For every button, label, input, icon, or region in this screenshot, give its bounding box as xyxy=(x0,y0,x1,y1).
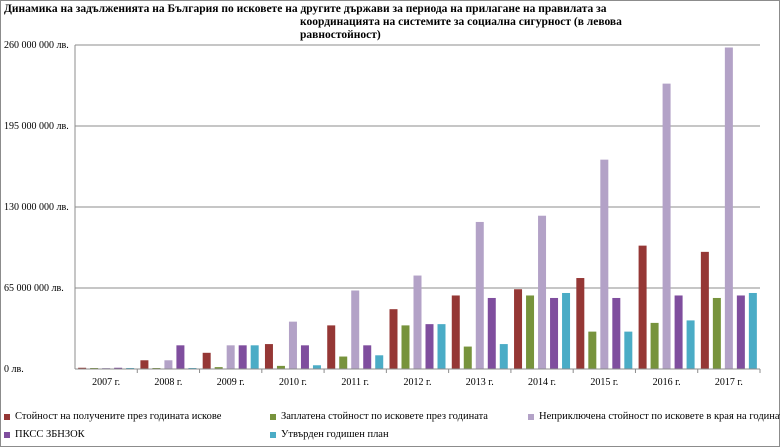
legend-label: Стойност на получените през годината иск… xyxy=(15,411,222,422)
bar xyxy=(588,331,597,369)
y-tick-label: 65 000 000 лв. xyxy=(4,283,64,294)
bar xyxy=(363,345,372,369)
bar xyxy=(638,245,647,369)
bar xyxy=(499,344,508,369)
bar xyxy=(312,365,321,369)
bar xyxy=(674,295,683,369)
y-tick-label: 195 000 000 лв. xyxy=(4,121,69,132)
legend-label: Заплатена стойност по исковете през годи… xyxy=(281,411,488,422)
legend-swatch xyxy=(270,413,276,420)
legend-item: Утвърден годишен план xyxy=(270,429,389,440)
bar xyxy=(264,344,273,369)
bar xyxy=(389,309,398,369)
x-tick-label: 2010 г. xyxy=(279,377,307,388)
x-tick-label: 2012 г. xyxy=(404,377,432,388)
bar xyxy=(140,360,149,369)
chart-title-line2: координацията на системите за социална с… xyxy=(300,16,622,41)
bar xyxy=(300,345,309,369)
tick-labels: 0 лв. 65 000 000 лв. 130 000 000 лв. 195 00… xyxy=(4,40,743,388)
x-tick-label: 2008 г. xyxy=(154,377,182,388)
legend-swatch xyxy=(528,413,534,420)
bar xyxy=(164,360,173,369)
legend-swatch xyxy=(4,413,10,420)
bar xyxy=(214,367,223,369)
x-tick-label: 2016 г. xyxy=(653,377,681,388)
legend-swatch xyxy=(270,431,276,438)
bar xyxy=(624,331,633,369)
legend-label: Неприключена стойност по исковете в края… xyxy=(539,411,780,422)
bar xyxy=(375,355,384,369)
chart-title-line1: Динамика на задълженията на България по … xyxy=(4,3,607,15)
bar xyxy=(288,321,297,369)
gridlines xyxy=(75,44,760,289)
y-tick-label: 260 000 000 лв. xyxy=(4,40,69,51)
bar xyxy=(724,47,733,369)
bar xyxy=(250,345,259,369)
bar xyxy=(686,320,695,369)
bar xyxy=(176,345,185,369)
x-tick-label: 2013 г. xyxy=(466,377,494,388)
bar xyxy=(600,159,609,369)
x-tick-label: 2007 г. xyxy=(92,377,120,388)
bar xyxy=(475,221,484,369)
bar xyxy=(712,297,721,369)
bar xyxy=(202,352,211,369)
bar xyxy=(78,367,87,369)
bar xyxy=(437,324,446,369)
bar xyxy=(451,295,460,369)
bar xyxy=(226,345,235,369)
x-tick-label: 2017 г. xyxy=(715,377,743,388)
legend-item: ПКСС ЗБНЗОК xyxy=(4,429,85,440)
bar xyxy=(114,367,123,369)
bar xyxy=(612,297,621,369)
bar xyxy=(401,325,410,369)
legend-swatch xyxy=(4,431,10,438)
bar xyxy=(425,324,434,369)
legend-item: Неприключена стойност по исковете в края… xyxy=(528,411,780,422)
bar xyxy=(748,292,757,369)
y-tick-label: 0 лв. xyxy=(4,364,24,375)
bar xyxy=(514,289,523,369)
bar xyxy=(339,356,348,369)
bar xyxy=(650,322,659,369)
chart-title: Динамика на задълженията на България по … xyxy=(4,3,704,42)
x-tick-label: 2009 г. xyxy=(217,377,245,388)
x-tick-label: 2015 г. xyxy=(590,377,618,388)
bar xyxy=(700,251,709,369)
bar xyxy=(736,295,745,369)
bar xyxy=(576,278,585,369)
bar xyxy=(351,290,360,369)
bar xyxy=(463,346,472,369)
bar xyxy=(487,297,496,369)
legend-label: ПКСС ЗБНЗОК xyxy=(15,429,85,440)
x-tick-label: 2011 г. xyxy=(341,377,369,388)
bar xyxy=(238,345,247,369)
bar xyxy=(276,365,285,369)
bar xyxy=(550,297,559,369)
axes xyxy=(74,45,761,373)
bar xyxy=(526,295,535,369)
x-tick-label: 2014 г. xyxy=(528,377,556,388)
y-tick-label: 130 000 000 лв. xyxy=(4,202,69,213)
bars xyxy=(78,47,757,369)
legend-label: Утвърден годишен план xyxy=(281,429,389,440)
legend-item: Заплатена стойност по исковете през годи… xyxy=(270,411,488,422)
bar xyxy=(327,325,336,369)
legend-item: Стойност на получените през годината иск… xyxy=(4,411,221,422)
bar xyxy=(562,292,571,369)
bar xyxy=(413,275,422,369)
bar xyxy=(538,215,547,369)
bar xyxy=(662,83,671,369)
